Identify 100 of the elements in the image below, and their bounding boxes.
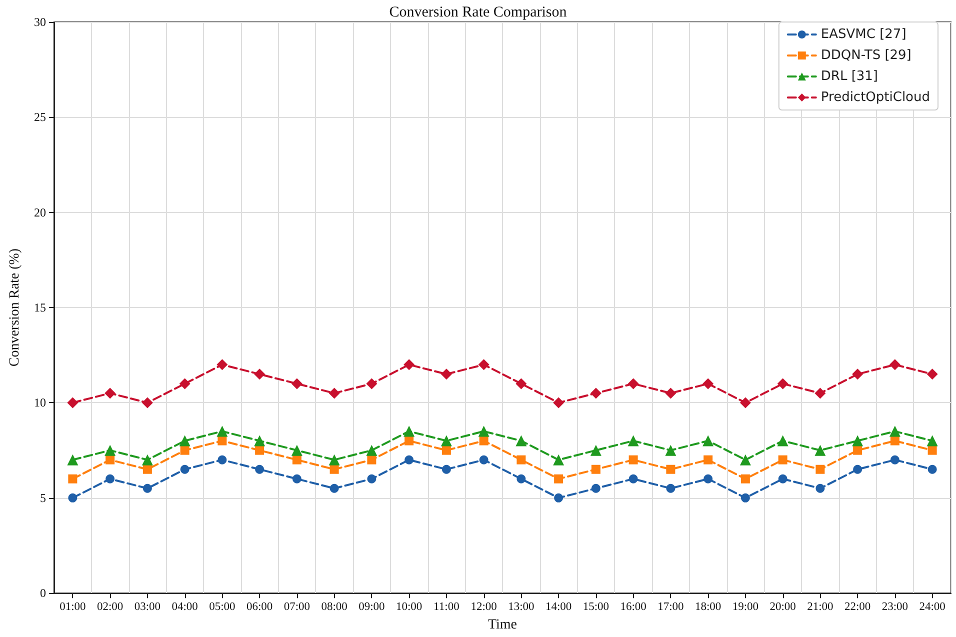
x-tick-label: 24:00 bbox=[919, 601, 946, 614]
point bbox=[180, 446, 190, 455]
x-tick-label: 10:00 bbox=[396, 601, 422, 614]
x-tick-label: 02:00 bbox=[96, 601, 124, 614]
point bbox=[591, 464, 600, 474]
y-tick-label: 30 bbox=[34, 15, 46, 29]
point bbox=[142, 454, 153, 466]
point bbox=[516, 455, 526, 464]
point bbox=[179, 378, 190, 390]
point bbox=[291, 378, 302, 390]
y-tick-label: 10 bbox=[34, 396, 46, 410]
point bbox=[366, 444, 378, 456]
point bbox=[777, 435, 788, 446]
point bbox=[255, 446, 264, 455]
point bbox=[853, 446, 862, 455]
point bbox=[704, 455, 713, 464]
x-tick-label: 08:00 bbox=[321, 601, 348, 614]
point bbox=[142, 397, 153, 408]
point bbox=[367, 455, 376, 464]
x-tick-label: 03:00 bbox=[134, 601, 161, 614]
point bbox=[702, 435, 714, 446]
y-tick-label: 0 bbox=[40, 586, 46, 600]
x-tick-label: 15:00 bbox=[582, 601, 610, 614]
point bbox=[404, 436, 414, 446]
point bbox=[516, 378, 527, 390]
point bbox=[106, 474, 115, 484]
point bbox=[890, 455, 900, 464]
point bbox=[106, 455, 115, 464]
point bbox=[328, 454, 340, 466]
x-tick-label: 06:00 bbox=[246, 601, 273, 614]
point bbox=[67, 397, 78, 408]
point bbox=[889, 359, 900, 370]
x-tick-label: 04:00 bbox=[172, 601, 198, 614]
point bbox=[479, 455, 488, 464]
point bbox=[67, 454, 78, 466]
point bbox=[926, 435, 938, 446]
point bbox=[404, 455, 414, 464]
point bbox=[478, 359, 490, 370]
point bbox=[778, 455, 788, 464]
x-tick-label: 12:00 bbox=[470, 601, 498, 614]
point bbox=[778, 474, 788, 484]
point bbox=[366, 378, 378, 390]
point bbox=[104, 388, 116, 399]
point bbox=[704, 474, 713, 484]
point bbox=[666, 484, 676, 493]
x-tick-label: 01:00 bbox=[60, 601, 86, 614]
point bbox=[142, 484, 152, 493]
point bbox=[328, 388, 340, 399]
point bbox=[740, 397, 751, 408]
chart-title: Conversion Rate Comparison bbox=[389, 4, 568, 20]
point bbox=[628, 455, 638, 464]
point bbox=[554, 474, 564, 484]
point bbox=[816, 464, 825, 474]
point bbox=[666, 464, 676, 474]
y-axis-title: Conversion Rate (%) bbox=[8, 248, 22, 367]
point bbox=[180, 464, 190, 474]
point bbox=[479, 436, 488, 446]
point bbox=[591, 484, 600, 493]
point bbox=[890, 436, 900, 446]
point bbox=[104, 444, 116, 456]
legend-label: EASVMC [27] bbox=[820, 27, 906, 42]
point bbox=[852, 435, 864, 446]
point bbox=[628, 435, 639, 446]
x-tick-label: 09:00 bbox=[358, 601, 386, 614]
legend-label: DDQN-TS [29] bbox=[820, 48, 912, 63]
point bbox=[590, 444, 602, 456]
point bbox=[216, 426, 228, 437]
x-tick-label: 05:00 bbox=[209, 601, 236, 614]
point bbox=[179, 435, 190, 446]
x-tick-label: 16:00 bbox=[620, 601, 647, 614]
y-tick-label: 15 bbox=[34, 300, 46, 315]
point bbox=[926, 368, 938, 380]
point bbox=[404, 426, 415, 437]
x-tick-label: 13:00 bbox=[508, 601, 535, 614]
point bbox=[291, 444, 302, 456]
point bbox=[628, 378, 639, 390]
point bbox=[516, 474, 526, 484]
point bbox=[404, 359, 415, 370]
point bbox=[254, 368, 266, 380]
x-tick-label: 14:00 bbox=[545, 601, 572, 614]
point bbox=[628, 474, 638, 484]
point bbox=[816, 484, 825, 493]
point bbox=[740, 493, 750, 502]
point bbox=[852, 368, 864, 380]
point bbox=[68, 493, 78, 502]
x-tick-label: 21:00 bbox=[807, 601, 834, 614]
point bbox=[478, 426, 490, 437]
point bbox=[440, 435, 452, 446]
x-tick-label: 11:00 bbox=[434, 601, 460, 614]
point bbox=[442, 464, 451, 474]
point bbox=[218, 455, 227, 464]
point bbox=[255, 464, 264, 474]
x-tick-label: 22:00 bbox=[844, 601, 871, 614]
point bbox=[254, 435, 266, 446]
legend-label: DRL [31] bbox=[820, 69, 878, 84]
y-tick-label: 25 bbox=[34, 110, 46, 124]
point bbox=[142, 464, 152, 474]
x-tick-label: 07:00 bbox=[284, 601, 310, 614]
point bbox=[330, 464, 339, 474]
x-tick-label: 23:00 bbox=[882, 601, 908, 614]
